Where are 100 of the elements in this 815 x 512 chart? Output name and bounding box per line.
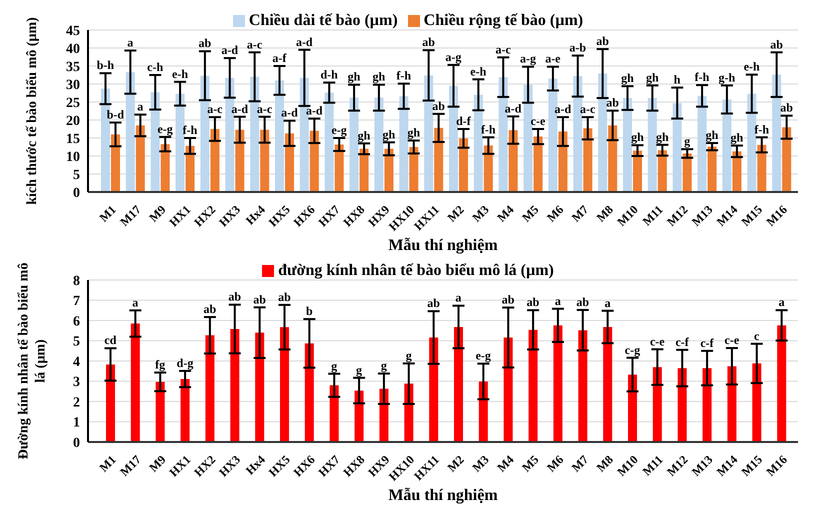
y-axis-title: Đường kính nhân tế bào biểu mô lá (µm) bbox=[16, 262, 48, 460]
annotation: gh bbox=[358, 128, 371, 142]
x-tick-label: M5 bbox=[519, 202, 542, 225]
annotation: a-d bbox=[504, 101, 522, 116]
annotation: e-g bbox=[157, 122, 173, 136]
annotation: c-h bbox=[147, 60, 164, 74]
y-tick-label: 1 bbox=[73, 416, 80, 431]
annotation: a-d bbox=[281, 106, 298, 120]
annotation: a-g bbox=[520, 52, 536, 66]
bar bbox=[578, 330, 588, 442]
y-tick-label: 45 bbox=[66, 24, 80, 39]
annotation: ab bbox=[526, 295, 540, 310]
annotation: cd bbox=[104, 333, 117, 348]
annotation: gh bbox=[706, 128, 719, 142]
y-tick-label: 7 bbox=[73, 294, 80, 310]
annotation: a-c bbox=[256, 102, 273, 116]
y-tick-label: 5 bbox=[73, 334, 80, 350]
bar bbox=[280, 327, 289, 442]
annotation: a bbox=[127, 36, 134, 50]
annotation: d-h bbox=[320, 68, 338, 82]
annotation: a-d bbox=[296, 34, 313, 49]
annotation: gh bbox=[372, 70, 386, 84]
annotation: a-d bbox=[231, 102, 248, 116]
bar bbox=[260, 130, 270, 192]
annotation: h bbox=[674, 72, 681, 87]
annotation: ab bbox=[576, 294, 590, 309]
annotation: c-g bbox=[624, 342, 640, 357]
annotation: a bbox=[137, 100, 144, 114]
annotation: a-e bbox=[545, 52, 562, 66]
bar bbox=[534, 136, 543, 192]
annotation: a bbox=[455, 290, 462, 305]
annotation: gh bbox=[407, 126, 420, 140]
annotation: a bbox=[604, 296, 611, 310]
bar bbox=[732, 151, 742, 192]
legend-label: đường kính nhân tế bào biểu mô lá (µm) bbox=[278, 262, 554, 279]
bar bbox=[200, 76, 210, 192]
bar bbox=[658, 150, 667, 192]
bar bbox=[210, 129, 220, 192]
bar bbox=[608, 125, 618, 192]
bar bbox=[678, 368, 687, 442]
bar bbox=[708, 146, 717, 192]
x-tick-label: M9 bbox=[146, 202, 168, 225]
x-tick-label: M2 bbox=[444, 452, 467, 475]
annotation: e-h bbox=[470, 64, 487, 78]
bar bbox=[384, 148, 394, 192]
bar bbox=[747, 94, 756, 192]
bar bbox=[484, 146, 493, 192]
bar bbox=[558, 132, 568, 192]
bar bbox=[628, 374, 637, 442]
annotation: a-d bbox=[221, 43, 238, 58]
annotation: a-d bbox=[554, 102, 572, 116]
annotation: gh bbox=[348, 70, 361, 84]
bar bbox=[334, 144, 344, 192]
y-tick-label: 2 bbox=[73, 395, 80, 410]
bar bbox=[777, 325, 786, 442]
annotation: a bbox=[778, 295, 785, 310]
bar bbox=[682, 153, 692, 192]
annotation: ab bbox=[770, 37, 784, 52]
x-tick-label: M1 bbox=[96, 202, 119, 225]
bar bbox=[304, 343, 314, 442]
bar bbox=[508, 130, 518, 192]
x-tick-label: Hx4 bbox=[242, 452, 268, 478]
legend-label: Chiều rộng tế bào (µm) bbox=[424, 12, 584, 29]
bar bbox=[702, 368, 712, 442]
bar bbox=[698, 96, 707, 192]
bar bbox=[652, 367, 662, 442]
bar bbox=[782, 127, 792, 192]
annotation: gh bbox=[730, 130, 744, 145]
annotation: a bbox=[554, 294, 561, 308]
x-tick-label: Hx4 bbox=[242, 202, 268, 228]
bar bbox=[150, 92, 160, 192]
x-tick-label: M4 bbox=[494, 202, 516, 225]
x-tick-label: M6 bbox=[544, 452, 566, 475]
x-tick-label: M3 bbox=[469, 452, 492, 475]
x-tick-label: M4 bbox=[494, 452, 516, 475]
annotation: d-f bbox=[456, 114, 472, 128]
bar bbox=[633, 150, 642, 192]
bar bbox=[360, 148, 369, 192]
annotation: fg bbox=[155, 358, 166, 372]
annotation: a-b bbox=[569, 40, 586, 55]
annotation: a-c bbox=[246, 37, 263, 52]
bar bbox=[722, 99, 732, 192]
y-tick-label: 30 bbox=[66, 78, 80, 93]
annotation: e-g bbox=[331, 123, 347, 137]
annotation: c-f bbox=[675, 334, 690, 349]
y-tick-label: 5 bbox=[73, 168, 80, 183]
x-tick-label: M3 bbox=[469, 202, 492, 225]
bar bbox=[374, 98, 384, 192]
annotation: ab bbox=[427, 296, 440, 310]
bar bbox=[528, 330, 538, 442]
annotation: c-e bbox=[650, 334, 666, 348]
annotation: gh bbox=[656, 130, 669, 144]
y-tick-label: 4 bbox=[73, 354, 80, 370]
bar bbox=[180, 379, 190, 442]
bar bbox=[111, 134, 120, 192]
annotation: c-e bbox=[530, 114, 546, 128]
bar bbox=[160, 144, 170, 192]
annotation: ab bbox=[502, 292, 515, 307]
annotation: e-h bbox=[744, 60, 760, 74]
bar bbox=[583, 128, 592, 192]
